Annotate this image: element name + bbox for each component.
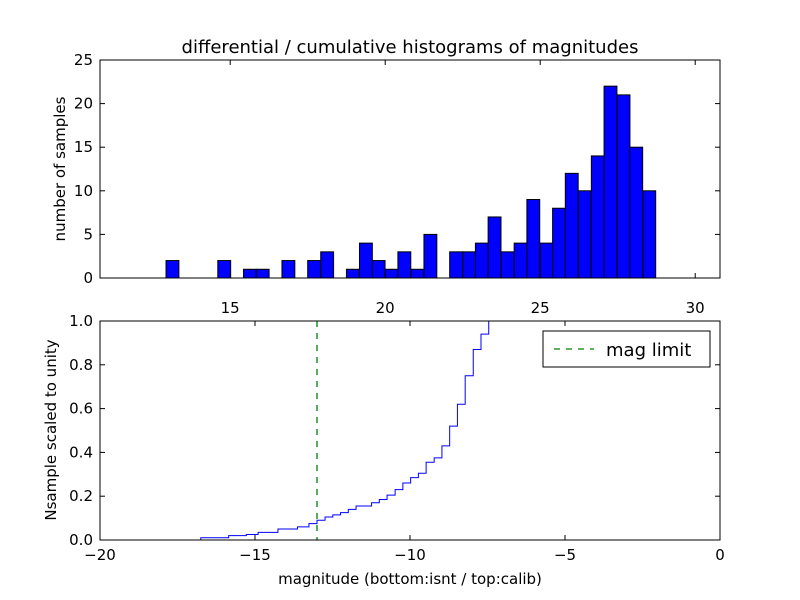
histogram-bar [642, 190, 657, 279]
histogram-bar [423, 233, 438, 279]
histogram-bar [629, 146, 644, 279]
histogram-bar [410, 268, 425, 279]
histogram-bar [577, 190, 592, 279]
cumulative-step-line [100, 321, 490, 541]
y-tick-label: 25 [74, 51, 93, 69]
histogram-bar [449, 251, 464, 279]
y-tick-label: 5 [83, 225, 93, 243]
histogram-bar [345, 268, 360, 279]
cumulative-x-axis-label: magnitude (bottom:isnt / top:calib) [278, 570, 542, 588]
histogram-bar [500, 251, 515, 279]
y-tick-label: 20 [74, 95, 93, 113]
histogram-bar [526, 199, 541, 279]
histogram-bar [255, 268, 270, 279]
cumulative-y-ticks: 0.0 0.2 0.4 0.6 0.8 1.0 [69, 312, 720, 549]
legend-mag-limit-label: mag limit [606, 340, 691, 361]
histogram-bar [358, 242, 373, 279]
y-tick-label: 0.6 [69, 400, 93, 418]
histogram-bar [281, 260, 296, 279]
y-tick-label: 0.0 [69, 531, 93, 549]
y-tick-label: 0.8 [69, 356, 93, 374]
x-tick-label: −20 [84, 546, 116, 564]
x-tick-label: −15 [239, 546, 271, 564]
y-tick-label: 1.0 [69, 312, 93, 330]
histogram-x-ticks: 15 20 25 30 [221, 60, 705, 317]
x-tick-label: 20 [376, 299, 395, 317]
histogram-bar [487, 216, 502, 279]
y-tick-label: 10 [74, 182, 93, 200]
cumulative-y-axis-label: Nsample scaled to unity [42, 339, 60, 520]
histogram-bar [474, 242, 489, 279]
histogram-bar [603, 85, 618, 279]
x-tick-label: 25 [531, 299, 550, 317]
y-tick-label: 0 [83, 269, 93, 287]
y-tick-label: 0.4 [69, 443, 93, 461]
histogram-bar [590, 155, 605, 279]
histogram-bar [462, 251, 477, 279]
histogram-bar [217, 260, 232, 279]
histogram-panel: differential / cumulative histograms of … [51, 37, 721, 317]
histogram-bar [513, 242, 528, 279]
cumulative-x-ticks: −20 −15 −10 −5 0 [84, 321, 725, 564]
histogram-bar [397, 251, 412, 279]
histogram-axes-frame [99, 59, 721, 279]
histogram-bar [539, 242, 554, 279]
x-tick-label: 15 [221, 299, 240, 317]
x-tick-label: −10 [394, 546, 426, 564]
histogram-bar [165, 260, 180, 279]
histogram-bar [564, 172, 579, 279]
x-tick-label: 30 [686, 299, 705, 317]
x-tick-label: 0 [715, 546, 725, 564]
chart-title: differential / cumulative histograms of … [182, 37, 639, 58]
y-tick-label: 0.2 [69, 487, 93, 505]
histogram-bar [384, 268, 399, 279]
legend: mag limit [542, 330, 711, 368]
cumulative-panel: 0.0 0.2 0.4 0.6 0.8 1.0 −20 −15 −10 −5 0 magnitud… [42, 312, 725, 588]
y-tick-label: 15 [74, 138, 93, 156]
histogram-bar [371, 260, 386, 279]
histogram-bar [243, 268, 257, 279]
cumulative-lines [100, 321, 490, 541]
histogram-bar [616, 94, 631, 279]
histogram-bar [552, 207, 566, 279]
histogram-bars [165, 85, 657, 279]
x-tick-label: −5 [554, 546, 576, 564]
histogram-bar [307, 260, 322, 279]
histogram-y-ticks: 0 5 10 15 20 25 [74, 51, 720, 287]
histogram-y-axis-label: number of samples [51, 96, 69, 241]
histogram-bar [320, 251, 335, 279]
